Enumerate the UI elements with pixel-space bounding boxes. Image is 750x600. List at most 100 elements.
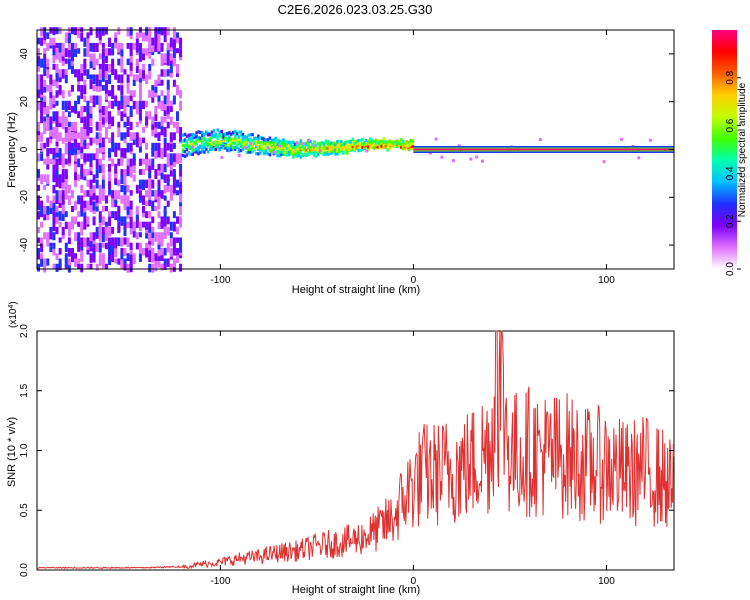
spectrogram-cell	[253, 136, 256, 140]
spectrogram-cell	[77, 69, 81, 79]
spectrogram-cell	[361, 147, 364, 151]
spectrogram-cell	[83, 84, 87, 95]
spectrogram-cell	[303, 152, 306, 156]
spectrogram-cell	[151, 148, 155, 157]
spectrogram-cell	[175, 32, 179, 38]
spectrogram-cell	[142, 32, 146, 42]
spectrogram-cell	[80, 174, 84, 180]
spectrogram-cell	[239, 130, 243, 134]
spectrogram-cell	[245, 142, 249, 146]
spectrogram-cell	[129, 258, 133, 269]
spectrogram-cell	[231, 138, 235, 142]
spectrogram-cell	[123, 95, 127, 106]
spectrogram-cell	[98, 121, 102, 132]
spectrogram-cell	[388, 142, 391, 146]
spectrogram-cell	[157, 74, 161, 84]
spectrogram-cell	[210, 132, 214, 136]
spectrogram-cell	[86, 179, 90, 187]
spectrogram-cell	[160, 53, 164, 62]
spectrogram-cell	[126, 42, 130, 49]
spectrogram-cell	[338, 142, 341, 146]
spectrogram-cell	[160, 116, 164, 127]
snr-y-label: SNR (10 * v/v)	[6, 417, 18, 487]
spectrogram-cell	[330, 151, 334, 155]
spectrogram-cell	[183, 150, 187, 154]
spectrogram-cell	[86, 116, 90, 123]
spectrogram-cell	[154, 90, 158, 98]
spectrogram-cell	[401, 144, 405, 148]
spectrogram-cell	[46, 116, 50, 123]
spectrogram-cell	[274, 136, 278, 141]
spectrogram-cell	[55, 48, 59, 56]
spectrogram-cell	[135, 42, 139, 53]
spectrogram-cell	[104, 48, 108, 57]
spectrogram-cell	[266, 152, 270, 156]
spectrogram-cell	[67, 226, 71, 237]
spectrogram-cell	[43, 205, 47, 215]
spectrogram-cell	[83, 174, 87, 181]
spectrogram-cell	[172, 169, 176, 177]
spectrogram-cell	[160, 127, 164, 136]
spectrogram-cell	[52, 111, 56, 121]
spectrogram-cell	[172, 153, 176, 162]
spectrogram-cell	[166, 179, 170, 186]
spectrogram-cell	[351, 141, 355, 145]
spectrogram-cell	[52, 263, 56, 270]
spectrogram-cell	[208, 147, 212, 151]
spectrogram-cell	[457, 144, 461, 148]
spectrogram-cell	[179, 195, 183, 203]
spectrogram-cell	[58, 258, 62, 268]
spectrogram-cell	[169, 106, 173, 113]
spectrogram-cell	[123, 200, 127, 211]
spectrogram-cell	[55, 158, 59, 166]
spectrogram-cell	[195, 131, 198, 135]
spectrogram-cell	[67, 63, 71, 70]
spectrogram-cell	[257, 152, 260, 156]
spectrogram-cell	[40, 132, 44, 142]
spectrogram-cell	[249, 133, 252, 137]
spectrogram-cell	[120, 174, 124, 185]
spectrogram-cell	[129, 69, 133, 77]
spectrogram-cell	[154, 142, 158, 151]
spectrogram-cell	[212, 129, 216, 133]
spectrogram-cell	[138, 221, 142, 232]
spectrogram-cell	[228, 131, 231, 135]
spectrogram-cell	[175, 111, 179, 122]
spectrogram-cell	[407, 144, 411, 148]
spectrogram-cell	[101, 205, 105, 212]
spectrogram-cell	[299, 142, 303, 146]
spectrogram-cell	[80, 153, 84, 160]
spectrogram-cell	[334, 146, 337, 150]
x-tick-label: 100	[598, 275, 615, 286]
spectrogram-cell	[148, 253, 152, 263]
spectrogram-cell	[160, 247, 164, 256]
spectrogram-cell	[123, 111, 127, 117]
spectrogram-cell	[328, 143, 332, 147]
spectrogram-cell	[61, 179, 65, 190]
spectrogram-cell	[80, 247, 84, 258]
spectrogram-cell	[37, 237, 40, 244]
spectrogram-cell	[132, 100, 136, 110]
spectrogram-cell	[74, 137, 78, 145]
spectrogram-cell	[249, 137, 252, 141]
spectrogram-cell	[64, 58, 68, 64]
spectrogram-cell	[120, 58, 124, 66]
spectrogram-cell	[199, 139, 202, 143]
colorbar-tick-label: 0.0	[725, 262, 736, 276]
spectrogram-cell	[129, 211, 133, 217]
spectrogram-cell	[95, 58, 99, 66]
spectrogram-cell	[108, 137, 112, 144]
spectrogram-cell	[138, 190, 142, 198]
spectrogram-cell	[394, 140, 397, 144]
spectrogram-cell	[83, 216, 87, 223]
spectrogram-cell	[262, 148, 266, 153]
spectrogram-cell	[37, 53, 40, 60]
spectrogram-cell	[326, 140, 330, 144]
spectrogram-cell	[49, 37, 53, 46]
spectrogram-cell	[187, 136, 191, 140]
spectrogram-cell	[126, 253, 130, 262]
spectrogram-cell	[602, 160, 606, 164]
spectrogram-cell	[58, 116, 62, 124]
spectrogram-cell	[117, 121, 121, 128]
spectrogram-cell	[179, 48, 183, 58]
